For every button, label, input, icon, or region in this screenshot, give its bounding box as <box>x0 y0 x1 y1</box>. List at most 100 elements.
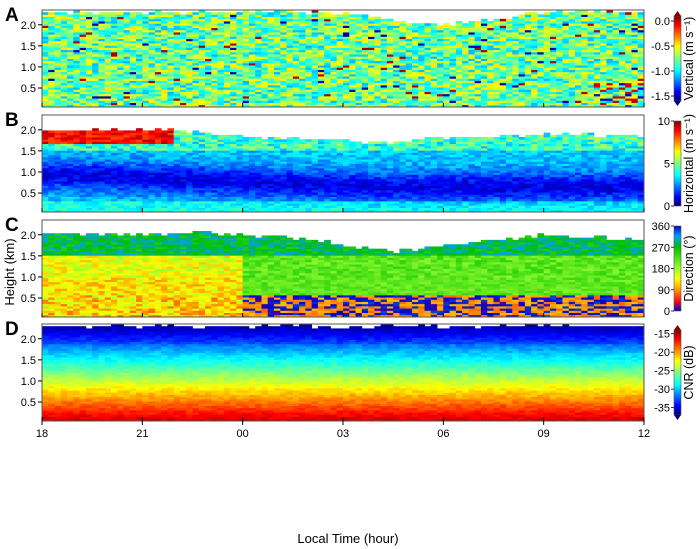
heatmap-cell <box>129 198 137 202</box>
heatmap-cell <box>242 18 250 22</box>
heatmap-cell <box>236 51 244 55</box>
heatmap-cell <box>424 58 432 62</box>
heatmap-cell <box>562 47 570 51</box>
heatmap-cell <box>499 60 507 64</box>
heatmap-cell <box>167 45 175 48</box>
heatmap-cell <box>248 16 256 20</box>
heatmap-cell <box>261 62 269 66</box>
heatmap-cell <box>512 84 519 88</box>
heatmap-cell <box>230 60 237 64</box>
heatmap-cell <box>437 100 444 103</box>
heatmap-cell <box>248 91 256 95</box>
heatmap-cell <box>117 176 124 180</box>
heatmap-cell <box>248 104 256 107</box>
heatmap-cell <box>299 40 306 44</box>
heatmap-cell <box>48 139 55 142</box>
heatmap-cell <box>148 141 156 145</box>
heatmap-cell <box>399 95 407 99</box>
heatmap-cell <box>305 60 313 64</box>
heatmap-cell <box>117 185 124 189</box>
heatmap-cell <box>54 172 62 175</box>
heatmap-cell <box>487 38 494 42</box>
heatmap-cell <box>110 170 118 173</box>
heatmap-cell <box>73 141 81 145</box>
heatmap-cell <box>324 29 331 33</box>
heatmap-cell <box>179 73 187 77</box>
heatmap-cell <box>179 27 187 31</box>
heatmap-cell <box>73 25 81 29</box>
heatmap-cell <box>587 102 595 106</box>
heatmap-cell <box>386 87 394 90</box>
heatmap-cell <box>136 194 143 197</box>
heatmap-cell <box>468 40 476 44</box>
heatmap-cell <box>167 134 175 138</box>
heatmap-cell <box>179 148 187 151</box>
heatmap-cell <box>606 91 614 95</box>
heatmap-cell <box>217 45 225 48</box>
heatmap-cell <box>98 67 106 70</box>
heatmap-cell <box>154 69 162 73</box>
heatmap-cell <box>274 65 281 68</box>
heatmap-cell <box>192 45 200 48</box>
heatmap-cell <box>123 141 131 145</box>
heatmap-cell <box>355 32 363 35</box>
heatmap-cell <box>324 38 331 42</box>
heatmap-cell <box>167 93 175 97</box>
heatmap-cell <box>593 54 601 57</box>
heatmap-cell <box>192 29 200 33</box>
heatmap-cell <box>79 102 87 106</box>
heatmap-cell <box>142 87 149 90</box>
heatmap-cell <box>161 62 168 66</box>
heatmap-cell <box>148 100 156 103</box>
heatmap-cell <box>110 56 118 59</box>
heatmap-cell <box>606 10 614 13</box>
heatmap-cell <box>330 65 338 68</box>
heatmap-cell <box>631 104 639 107</box>
heatmap-cell <box>48 32 55 35</box>
heatmap-cell <box>405 45 413 48</box>
heatmap-cell <box>292 47 300 51</box>
heatmap-cell <box>618 91 626 95</box>
heatmap-cell <box>261 23 269 26</box>
heatmap-cell <box>581 60 588 64</box>
heatmap-cell <box>67 170 74 173</box>
heatmap-cell <box>581 27 588 31</box>
heatmap-cell <box>556 16 563 20</box>
heatmap-cell <box>167 29 175 33</box>
heatmap-cell <box>173 130 181 134</box>
heatmap-cell <box>54 62 62 66</box>
heatmap-cell <box>142 132 149 136</box>
heatmap-cell <box>411 71 419 75</box>
heatmap-cell <box>79 205 87 208</box>
heatmap-cell <box>562 91 570 95</box>
heatmap-cell <box>223 69 231 73</box>
heatmap-cell <box>361 67 369 70</box>
heatmap-cell <box>54 38 62 42</box>
heatmap-cell <box>42 71 49 75</box>
heatmap-cell <box>324 78 331 81</box>
heatmap-cell <box>79 137 87 140</box>
heatmap-cell <box>261 12 269 15</box>
heatmap-cell <box>600 98 607 101</box>
heatmap-cell <box>129 27 137 31</box>
heatmap-cell <box>255 69 262 73</box>
heatmap-cell <box>117 91 124 95</box>
heatmap-cell <box>311 78 319 81</box>
heatmap-cell <box>248 71 256 75</box>
heatmap-cell <box>549 27 557 31</box>
heatmap-cell <box>230 12 237 15</box>
heatmap-cell <box>48 40 55 44</box>
heatmap-cell <box>154 80 162 84</box>
heatmap-cell <box>349 102 356 106</box>
heatmap-cell <box>274 104 281 107</box>
heatmap-cell <box>104 172 112 175</box>
heatmap-cell <box>179 16 187 20</box>
heatmap-cell <box>468 104 476 107</box>
heatmap-cell <box>161 176 168 180</box>
heatmap-cell <box>117 89 124 92</box>
heatmap-cell <box>324 87 331 90</box>
heatmap-cell <box>186 181 193 184</box>
heatmap-cell <box>79 32 87 35</box>
heatmap-cell <box>468 95 476 99</box>
